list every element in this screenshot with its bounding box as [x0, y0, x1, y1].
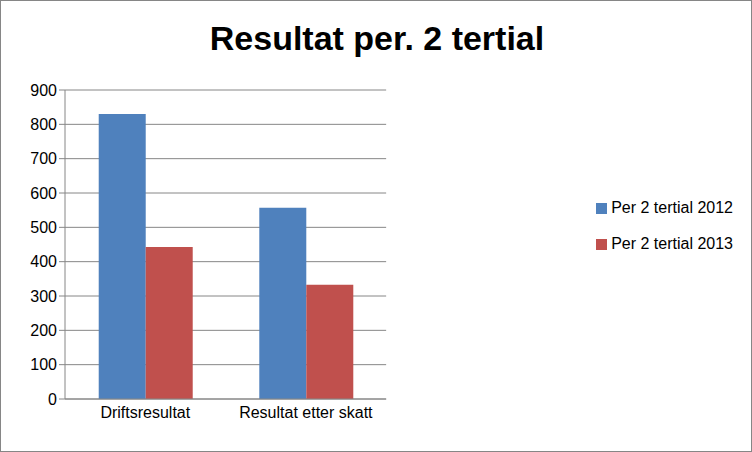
svg-text:0: 0 [48, 391, 57, 408]
svg-text:Driftsresultat: Driftsresultat [100, 404, 190, 421]
html-text:Resultat per. 2 tertial: Resultat per. 2 tertial [209, 19, 545, 57]
svg-text:700: 700 [30, 150, 57, 167]
html-text:Per 2 tertial 2013: Per 2 tertial 2013 [611, 235, 733, 252]
svg-text:100: 100 [30, 356, 57, 373]
svg-text:900: 900 [30, 82, 57, 99]
html-text:Per 2 tertial 2012: Per 2 tertial 2012 [611, 199, 733, 216]
svg-text:Resultat etter skatt: Resultat etter skatt [239, 404, 373, 421]
svg-text:600: 600 [30, 185, 57, 202]
svg-text:200: 200 [30, 322, 57, 339]
svg-text:800: 800 [30, 116, 57, 133]
svg-text:300: 300 [30, 288, 57, 305]
svg-text:400: 400 [30, 253, 57, 270]
svg-text:500: 500 [30, 219, 57, 236]
